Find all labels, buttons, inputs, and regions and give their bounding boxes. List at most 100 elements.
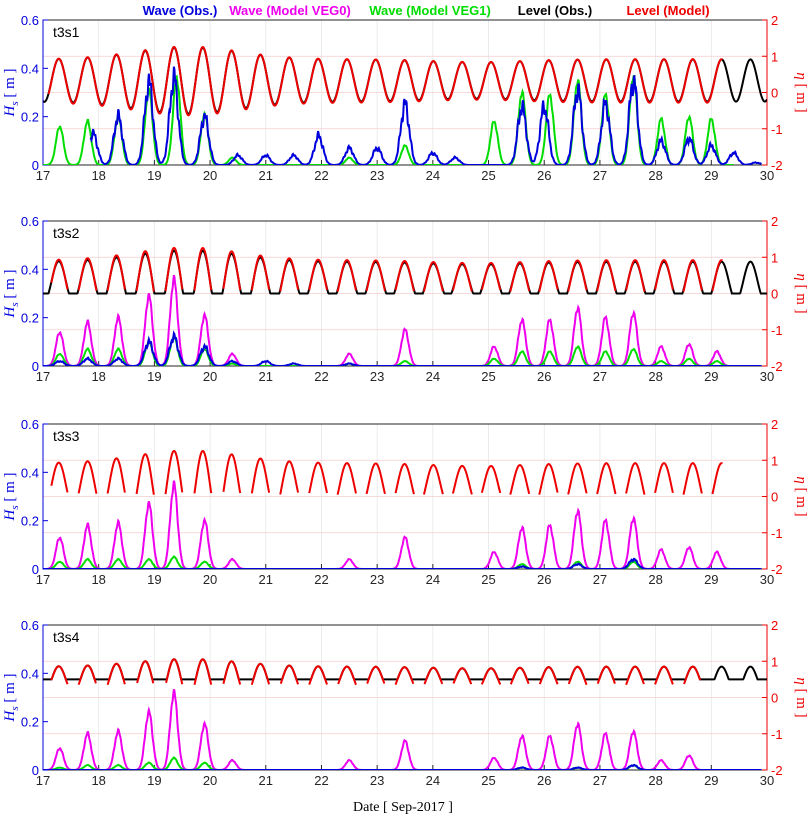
x-tick-label-29: 29 <box>704 572 718 587</box>
level-model-line <box>50 246 723 292</box>
panel-t3s3: 17 18 19 20 21 22 23 24 25 26 27 28 29 3000.20.40.6-2… <box>2 417 809 587</box>
legend: Wave (Obs.) Wave (Model VEG0) Wave (Model … <box>143 3 710 18</box>
y-right-tick-label-2: 2 <box>771 214 778 229</box>
y-right-tick-label-0: 0 <box>771 691 778 706</box>
y-left-label-unit: [ m ] <box>2 269 18 302</box>
x-tick-label-20: 20 <box>203 168 217 183</box>
y-left-tick-label-0.6: 0.6 <box>21 417 39 432</box>
y-right-label-unit: [ m ] <box>793 685 809 718</box>
wave-veg1-line <box>43 756 734 770</box>
x-tick-label-19: 19 <box>147 773 161 788</box>
y-right-tick-label-1: 1 <box>771 49 778 64</box>
wave-veg0-line <box>43 688 734 770</box>
y-right-label: η [ m ] <box>793 677 809 717</box>
x-tick-label-20: 20 <box>203 773 217 788</box>
x-tick-label-18: 18 <box>91 168 105 183</box>
x-tick-label-23: 23 <box>370 773 384 788</box>
x-tick-label-21: 21 <box>259 572 273 587</box>
legend-entry-2: Wave (Model VEG1) <box>369 3 491 18</box>
x-tick-label-28: 28 <box>648 572 662 587</box>
y-right-label: η [ m ] <box>793 72 809 112</box>
x-tick-label-26: 26 <box>537 572 551 587</box>
x-tick-label-19: 19 <box>147 369 161 384</box>
y-left-tick-label-0.2: 0.2 <box>21 715 39 730</box>
y-left-label-sub: s <box>9 706 21 710</box>
panel-t3s1: 17 18 19 20 21 22 23 24 25 26 27 28 29 3000.20.40.6-2… <box>2 13 809 183</box>
y-right-tick-label-1: 1 <box>771 453 778 468</box>
panel-plot <box>43 658 767 770</box>
x-tick-label-18: 18 <box>91 773 105 788</box>
y-left-label-sub: s <box>9 101 21 105</box>
legend-entry-3: Level (Obs.) <box>518 3 592 18</box>
x-tick-label-26: 26 <box>537 168 551 183</box>
y-right-tick-label-1: 1 <box>771 654 778 669</box>
x-axis-label: Date [ Sep-2017 ] <box>353 800 453 815</box>
x-tick-label-23: 23 <box>370 369 384 384</box>
y-left-label-unit: [ m ] <box>2 472 18 505</box>
x-tick-label-18: 18 <box>91 369 105 384</box>
legend-entry-4: Level (Model) <box>626 3 709 18</box>
y-right-tick-label-2: 2 <box>771 417 778 432</box>
x-tick-label-27: 27 <box>593 369 607 384</box>
y-right-tick-label--1: -1 <box>771 526 783 541</box>
wave-obs-line <box>43 763 762 770</box>
y-right-label: η [ m ] <box>793 476 809 516</box>
y-right-tick-label-0: 0 <box>771 287 778 302</box>
y-left-label-symbol: H <box>2 509 18 522</box>
y-left-tick-label-0.6: 0.6 <box>21 618 39 633</box>
x-tick-label-24: 24 <box>426 773 440 788</box>
y-left-label-symbol: H <box>2 105 18 118</box>
panel-title-t3s4: t3s4 <box>53 629 80 645</box>
x-tick-label-29: 29 <box>704 773 718 788</box>
x-tick-label-29: 29 <box>704 168 718 183</box>
panel-title-t3s1: t3s1 <box>53 24 80 40</box>
y-left-label: Hs [ m ] <box>2 673 21 722</box>
y-left-tick-label-0.2: 0.2 <box>21 110 39 125</box>
panel-grid <box>42 423 768 570</box>
y-right-tick-label--2: -2 <box>771 359 783 374</box>
wave-obs-line <box>43 330 762 366</box>
x-tick-label-22: 22 <box>314 773 328 788</box>
panel-t3s4: 17 18 19 20 21 22 23 24 25 26 27 28 29 3000.20.40.6-2… <box>2 618 809 788</box>
y-right-tick-label--2: -2 <box>771 763 783 778</box>
y-left-tick-label-0.4: 0.4 <box>21 666 39 681</box>
y-right-tick-label-0: 0 <box>771 86 778 101</box>
y-left-tick-label-0: 0 <box>32 158 39 173</box>
level-model-line <box>47 45 723 117</box>
x-tick-label-28: 28 <box>648 168 662 183</box>
y-right-label-unit: [ m ] <box>793 281 809 314</box>
y-right-label-unit: [ m ] <box>793 484 809 517</box>
y-left-tick-label-0.4: 0.4 <box>21 61 39 76</box>
y-right-tick-label-2: 2 <box>771 13 778 28</box>
y-left-tick-label-0.6: 0.6 <box>21 214 39 229</box>
y-left-label-sub: s <box>9 505 21 509</box>
y-right-label-unit: [ m ] <box>793 80 809 113</box>
x-tick-label-24: 24 <box>426 369 440 384</box>
x-tick-label-30: 30 <box>760 168 774 183</box>
wave-obs-line <box>89 66 762 165</box>
y-left-label-symbol: H <box>2 306 18 319</box>
panels: 17 18 19 20 21 22 23 24 25 26 27 28 29 3000.20.40.6-2… <box>2 13 809 788</box>
x-tick-label-22: 22 <box>314 369 328 384</box>
panel-plot <box>43 246 767 366</box>
y-right-label: η [ m ] <box>793 273 809 313</box>
x-tick-label-19: 19 <box>147 168 161 183</box>
y-left-tick-label-0: 0 <box>32 763 39 778</box>
y-right-tick-label-0: 0 <box>771 490 778 505</box>
x-tick-label-22: 22 <box>314 572 328 587</box>
x-tick-label-25: 25 <box>481 168 495 183</box>
x-tick-label-17: 17 <box>36 773 50 788</box>
level-obs-line <box>43 249 767 295</box>
x-tick-label-23: 23 <box>370 572 384 587</box>
y-right-label-symbol: η <box>793 72 809 79</box>
y-right-tick-label--1: -1 <box>771 122 783 137</box>
x-tick-label-21: 21 <box>259 168 273 183</box>
y-left-tick-label-0: 0 <box>32 359 39 374</box>
level-model-line <box>50 449 723 495</box>
wave-veg1-line <box>43 74 734 165</box>
x-tick-label-17: 17 <box>36 369 50 384</box>
x-tick-label-17: 17 <box>36 168 50 183</box>
x-tick-label-27: 27 <box>593 572 607 587</box>
x-tick-label-22: 22 <box>314 168 328 183</box>
